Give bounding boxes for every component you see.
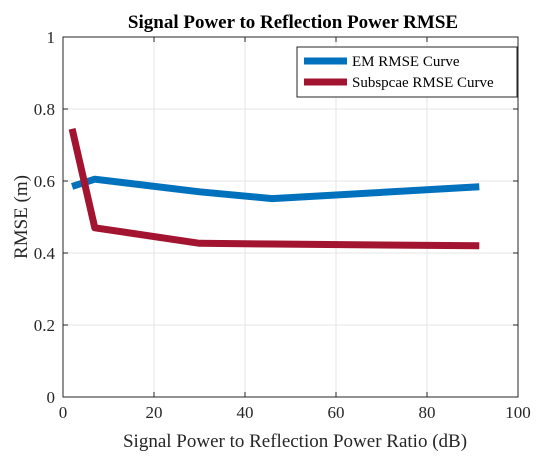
- series-line-em: [71, 175, 480, 203]
- y-tick-label: 0.2: [34, 316, 55, 335]
- x-tick-label: 20: [146, 403, 163, 422]
- legend-label-subspace: Subspcae RMSE Curve: [352, 75, 494, 91]
- y-axis-label: RMSE (m): [11, 175, 32, 259]
- x-tick-label: 40: [237, 403, 254, 422]
- y-tick-label: 0.4: [34, 244, 56, 263]
- x-axis-label: Signal Power to Reflection Power Ratio (…: [123, 431, 467, 452]
- y-tick-label: 0: [47, 388, 56, 407]
- axes-box: [62, 36, 519, 398]
- series-line-subspace: [68, 128, 480, 250]
- y-tick-label: 0.6: [34, 172, 55, 191]
- y-tick-label: 1: [47, 28, 56, 47]
- x-tick-label: 0: [59, 403, 68, 422]
- y-tick-label: 0.8: [34, 100, 55, 119]
- x-tick-label: 60: [328, 403, 345, 422]
- axis-ticks: 0 20 40 60 80 100 0 0.2 0.4 0.6 0.8 1: [34, 28, 531, 422]
- legend-label-em: EM RMSE Curve: [352, 54, 460, 70]
- chart-title: Signal Power to Reflection Power RMSE: [128, 12, 458, 33]
- x-tick-label: 100: [505, 403, 531, 422]
- plot-area: [68, 128, 480, 250]
- x-tick-label: 80: [419, 403, 436, 422]
- legend-box: [296, 46, 518, 98]
- legend: EM RMSE Curve Subspcae RMSE Curve: [296, 46, 518, 98]
